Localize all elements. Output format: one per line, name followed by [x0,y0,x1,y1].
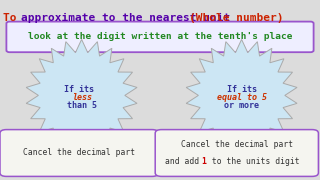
Text: or more: or more [224,101,259,110]
Text: 1: 1 [202,157,206,166]
Text: to the units digit: to the units digit [207,157,300,166]
Text: (Whole number): (Whole number) [189,13,283,23]
Text: If its: If its [227,85,257,94]
Polygon shape [26,39,137,151]
FancyBboxPatch shape [0,130,158,176]
Text: less: less [72,93,92,102]
Text: Cancel the decimal part: Cancel the decimal part [23,148,135,157]
Text: look at the digit written at the tenth's place: look at the digit written at the tenth's… [28,32,292,41]
Text: than 5: than 5 [67,101,97,110]
Text: and add: and add [165,157,204,166]
Text: Cancel the decimal part: Cancel the decimal part [181,140,293,149]
Text: approximate to the nearest unit: approximate to the nearest unit [21,13,237,23]
FancyBboxPatch shape [6,22,314,52]
Text: If its: If its [64,85,99,94]
Text: equal to 5: equal to 5 [217,93,267,102]
FancyBboxPatch shape [155,130,318,176]
Text: To: To [3,13,23,23]
Polygon shape [186,39,297,151]
